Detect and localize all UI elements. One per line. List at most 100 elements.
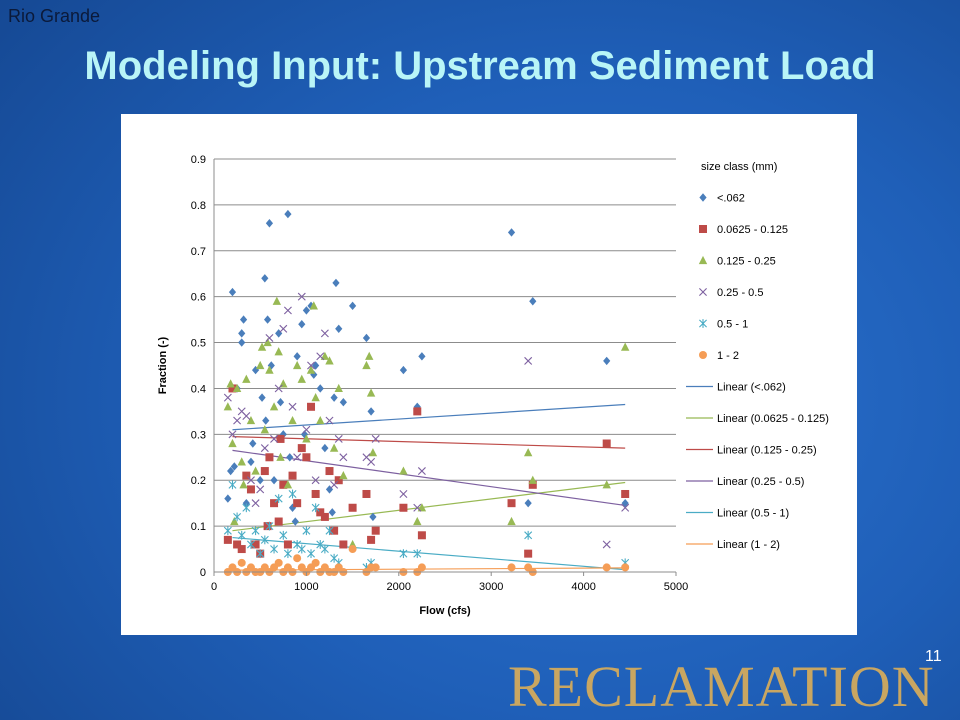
data-point	[263, 337, 272, 347]
data-point	[524, 356, 533, 365]
data-point	[335, 324, 343, 333]
data-point	[348, 545, 357, 554]
data-point	[413, 407, 422, 416]
data-point	[413, 549, 422, 559]
data-point	[297, 374, 306, 383]
slide-title: Modeling Input: Upstream Sediment Load	[84, 44, 876, 88]
y-tick-label: 0.3	[191, 429, 206, 441]
data-point	[325, 356, 334, 365]
data-point	[311, 393, 320, 402]
legend-label: Linear (0.5 - 1)	[717, 508, 789, 520]
data-point	[270, 434, 279, 443]
data-point	[272, 296, 282, 305]
trendline	[232, 481, 626, 532]
data-point	[258, 393, 266, 402]
legend-marker	[698, 255, 708, 265]
data-point	[263, 522, 272, 531]
data-point	[256, 485, 265, 494]
data-point	[256, 360, 265, 370]
data-point	[279, 530, 288, 540]
data-point	[325, 416, 334, 425]
reclamation-logo: RECLAMATION	[508, 654, 935, 719]
legend-marker	[699, 225, 707, 233]
data-point	[228, 480, 237, 490]
data-point	[602, 439, 611, 448]
data-point	[274, 558, 283, 567]
data-point	[233, 512, 242, 522]
data-point	[348, 503, 357, 512]
data-point	[507, 499, 516, 508]
data-point	[603, 356, 611, 366]
data-point	[263, 315, 272, 324]
data-point	[399, 549, 408, 559]
data-point	[249, 439, 257, 448]
data-point	[507, 563, 516, 572]
data-point	[246, 476, 255, 485]
data-point	[251, 526, 260, 536]
data-point	[621, 498, 629, 508]
y-tick-label: 0.7	[191, 246, 206, 258]
data-point	[283, 549, 292, 559]
data-point	[246, 485, 255, 494]
legend-label: Linear (0.125 - 0.25)	[717, 445, 817, 457]
data-point	[371, 563, 380, 572]
data-point	[246, 540, 255, 549]
data-point	[291, 517, 299, 526]
x-tick-label: 0	[211, 581, 217, 593]
data-point	[297, 292, 306, 301]
data-point	[270, 499, 279, 508]
data-point	[307, 361, 316, 370]
data-point	[621, 563, 630, 572]
y-axis-title: Fraction (-)	[157, 336, 169, 394]
data-point	[316, 352, 325, 361]
data-point	[279, 324, 288, 333]
data-point	[367, 407, 375, 416]
data-point	[260, 425, 270, 434]
data-point	[334, 434, 343, 443]
data-point	[523, 448, 533, 457]
data-point	[230, 462, 238, 471]
legend-label: 0.25 - 0.5	[717, 287, 763, 299]
data-point	[228, 384, 237, 393]
data-point	[232, 383, 242, 393]
data-point	[368, 448, 378, 457]
legend-marker	[699, 319, 707, 328]
data-point	[276, 398, 285, 407]
data-point	[226, 379, 235, 388]
data-point	[288, 471, 297, 480]
data-point	[275, 329, 283, 338]
data-point	[247, 457, 255, 467]
data-point	[602, 540, 611, 549]
y-tick-label: 0.2	[191, 475, 206, 487]
data-point	[334, 383, 343, 393]
x-tick-label: 2000	[387, 581, 411, 593]
data-point	[621, 489, 630, 498]
scatter-chart: 0 0.1 0.2 0.3 0.4 0.5 0.6 0.7 0.8 0.9 0 1000 2000 300…	[157, 154, 829, 617]
data-point	[284, 209, 292, 219]
data-point	[228, 438, 237, 448]
data-point	[311, 503, 320, 513]
data-point	[302, 425, 311, 434]
legend-marker	[699, 193, 707, 202]
data-point	[256, 549, 265, 559]
trendline	[232, 449, 626, 507]
data-point	[274, 384, 283, 393]
data-point	[620, 342, 630, 351]
data-point	[507, 516, 516, 526]
data-point	[261, 274, 269, 283]
data-point	[602, 480, 611, 489]
y-tick-label: 0.4	[191, 383, 206, 395]
data-point	[418, 352, 426, 361]
data-point	[399, 466, 408, 475]
data-point	[339, 398, 347, 407]
data-point	[233, 540, 242, 549]
data-point	[307, 549, 316, 559]
data-point	[524, 530, 533, 540]
data-point	[325, 526, 334, 536]
data-point	[413, 516, 422, 526]
data-point	[302, 434, 311, 443]
data-point	[286, 453, 294, 462]
data-point	[339, 540, 348, 549]
data-point	[413, 503, 422, 512]
data-point	[330, 526, 339, 535]
